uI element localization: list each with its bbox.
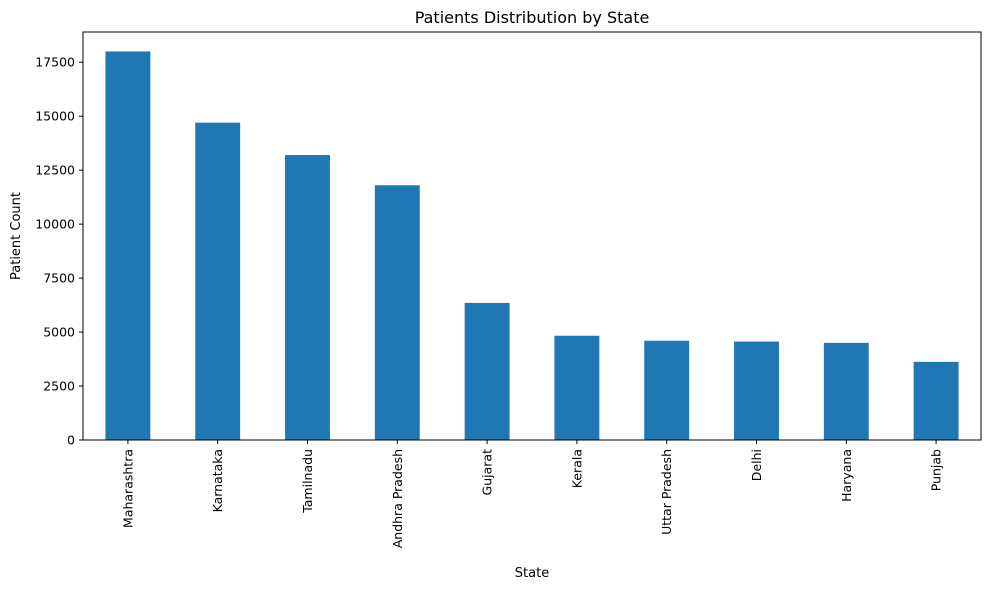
bar-haryana — [823, 342, 869, 440]
y-tick-label: 7500 — [43, 271, 75, 286]
y-tick-label: 12500 — [35, 163, 75, 178]
y-tick-label: 17500 — [35, 55, 75, 70]
y-axis: 0 2500 5000 7500 10000 12500 15000 17500 — [35, 55, 83, 448]
x-tick-label: Delhi — [749, 449, 764, 481]
chart-title: Patients Distribution by State — [415, 8, 650, 27]
bar-maharashtra — [105, 51, 151, 441]
bars-group — [105, 51, 959, 441]
x-tick-label: Uttar Pradesh — [659, 449, 674, 535]
bar-karnataka — [195, 122, 241, 441]
bar-tamilnadu — [285, 155, 330, 441]
x-tick-label: Punjab — [929, 449, 944, 491]
y-tick-label: 15000 — [35, 109, 75, 124]
x-tick-label: Gujarat — [480, 449, 495, 496]
bar-punjab — [913, 361, 959, 440]
bar-andhra-pradesh — [374, 185, 420, 440]
y-tick-label: 0 — [67, 433, 75, 448]
bar-delhi — [734, 341, 779, 440]
x-axis: Maharashtra Karnataka Tamilnadu Andhra Prad… — [120, 440, 944, 548]
x-tick-label: Haryana — [839, 449, 854, 502]
x-tick-label: Kerala — [569, 449, 584, 488]
x-tick-label: Maharashtra — [120, 449, 135, 528]
bar-gujarat — [464, 302, 510, 440]
x-tick-label: Andhra Pradesh — [390, 449, 405, 548]
x-tick-label: Karnataka — [210, 449, 225, 512]
y-tick-label: 5000 — [43, 325, 75, 340]
plot-frame — [82, 31, 982, 441]
x-tick-label: Tamilnadu — [300, 449, 315, 514]
y-tick-label: 2500 — [43, 379, 75, 394]
y-axis-label: Patient Count — [9, 192, 24, 280]
bar-kerala — [554, 335, 600, 440]
bar-uttar-pradesh — [644, 340, 690, 440]
y-tick-label: 10000 — [35, 217, 75, 232]
x-axis-label: State — [515, 566, 549, 581]
